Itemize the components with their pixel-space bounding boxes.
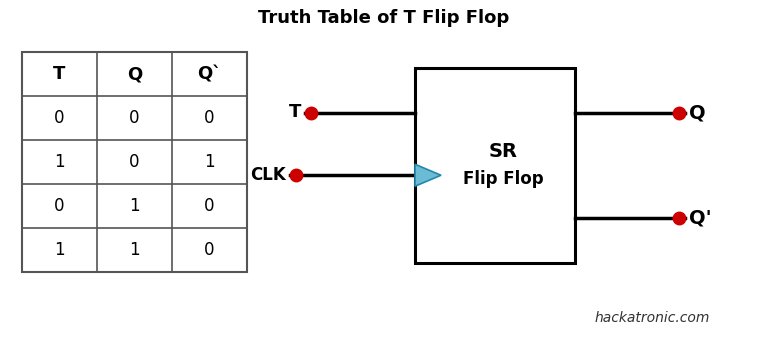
Text: SR: SR: [488, 142, 518, 161]
Bar: [22, 52, 247, 272]
Text: 1: 1: [204, 153, 215, 171]
Text: Q: Q: [127, 65, 142, 83]
Text: 0: 0: [55, 197, 65, 215]
Polygon shape: [415, 164, 441, 186]
Text: 0: 0: [129, 153, 140, 171]
Text: T: T: [289, 103, 301, 121]
Text: Flip Flop: Flip Flop: [462, 170, 543, 189]
Text: 1: 1: [55, 153, 65, 171]
Text: 0: 0: [204, 197, 215, 215]
Bar: [415, 68, 575, 263]
Text: Q`: Q`: [197, 65, 222, 83]
Text: T: T: [53, 65, 66, 83]
Text: Q': Q': [689, 209, 712, 228]
Text: 0: 0: [204, 241, 215, 259]
Text: Truth Table of T Flip Flop: Truth Table of T Flip Flop: [258, 9, 510, 27]
Text: 1: 1: [129, 241, 140, 259]
Text: hackatronic.com: hackatronic.com: [594, 311, 710, 325]
Text: 1: 1: [55, 241, 65, 259]
Text: 0: 0: [129, 109, 140, 127]
Text: 1: 1: [129, 197, 140, 215]
Text: 0: 0: [204, 109, 215, 127]
Text: Q: Q: [689, 103, 706, 122]
Text: 0: 0: [55, 109, 65, 127]
Text: CLK: CLK: [250, 166, 286, 184]
